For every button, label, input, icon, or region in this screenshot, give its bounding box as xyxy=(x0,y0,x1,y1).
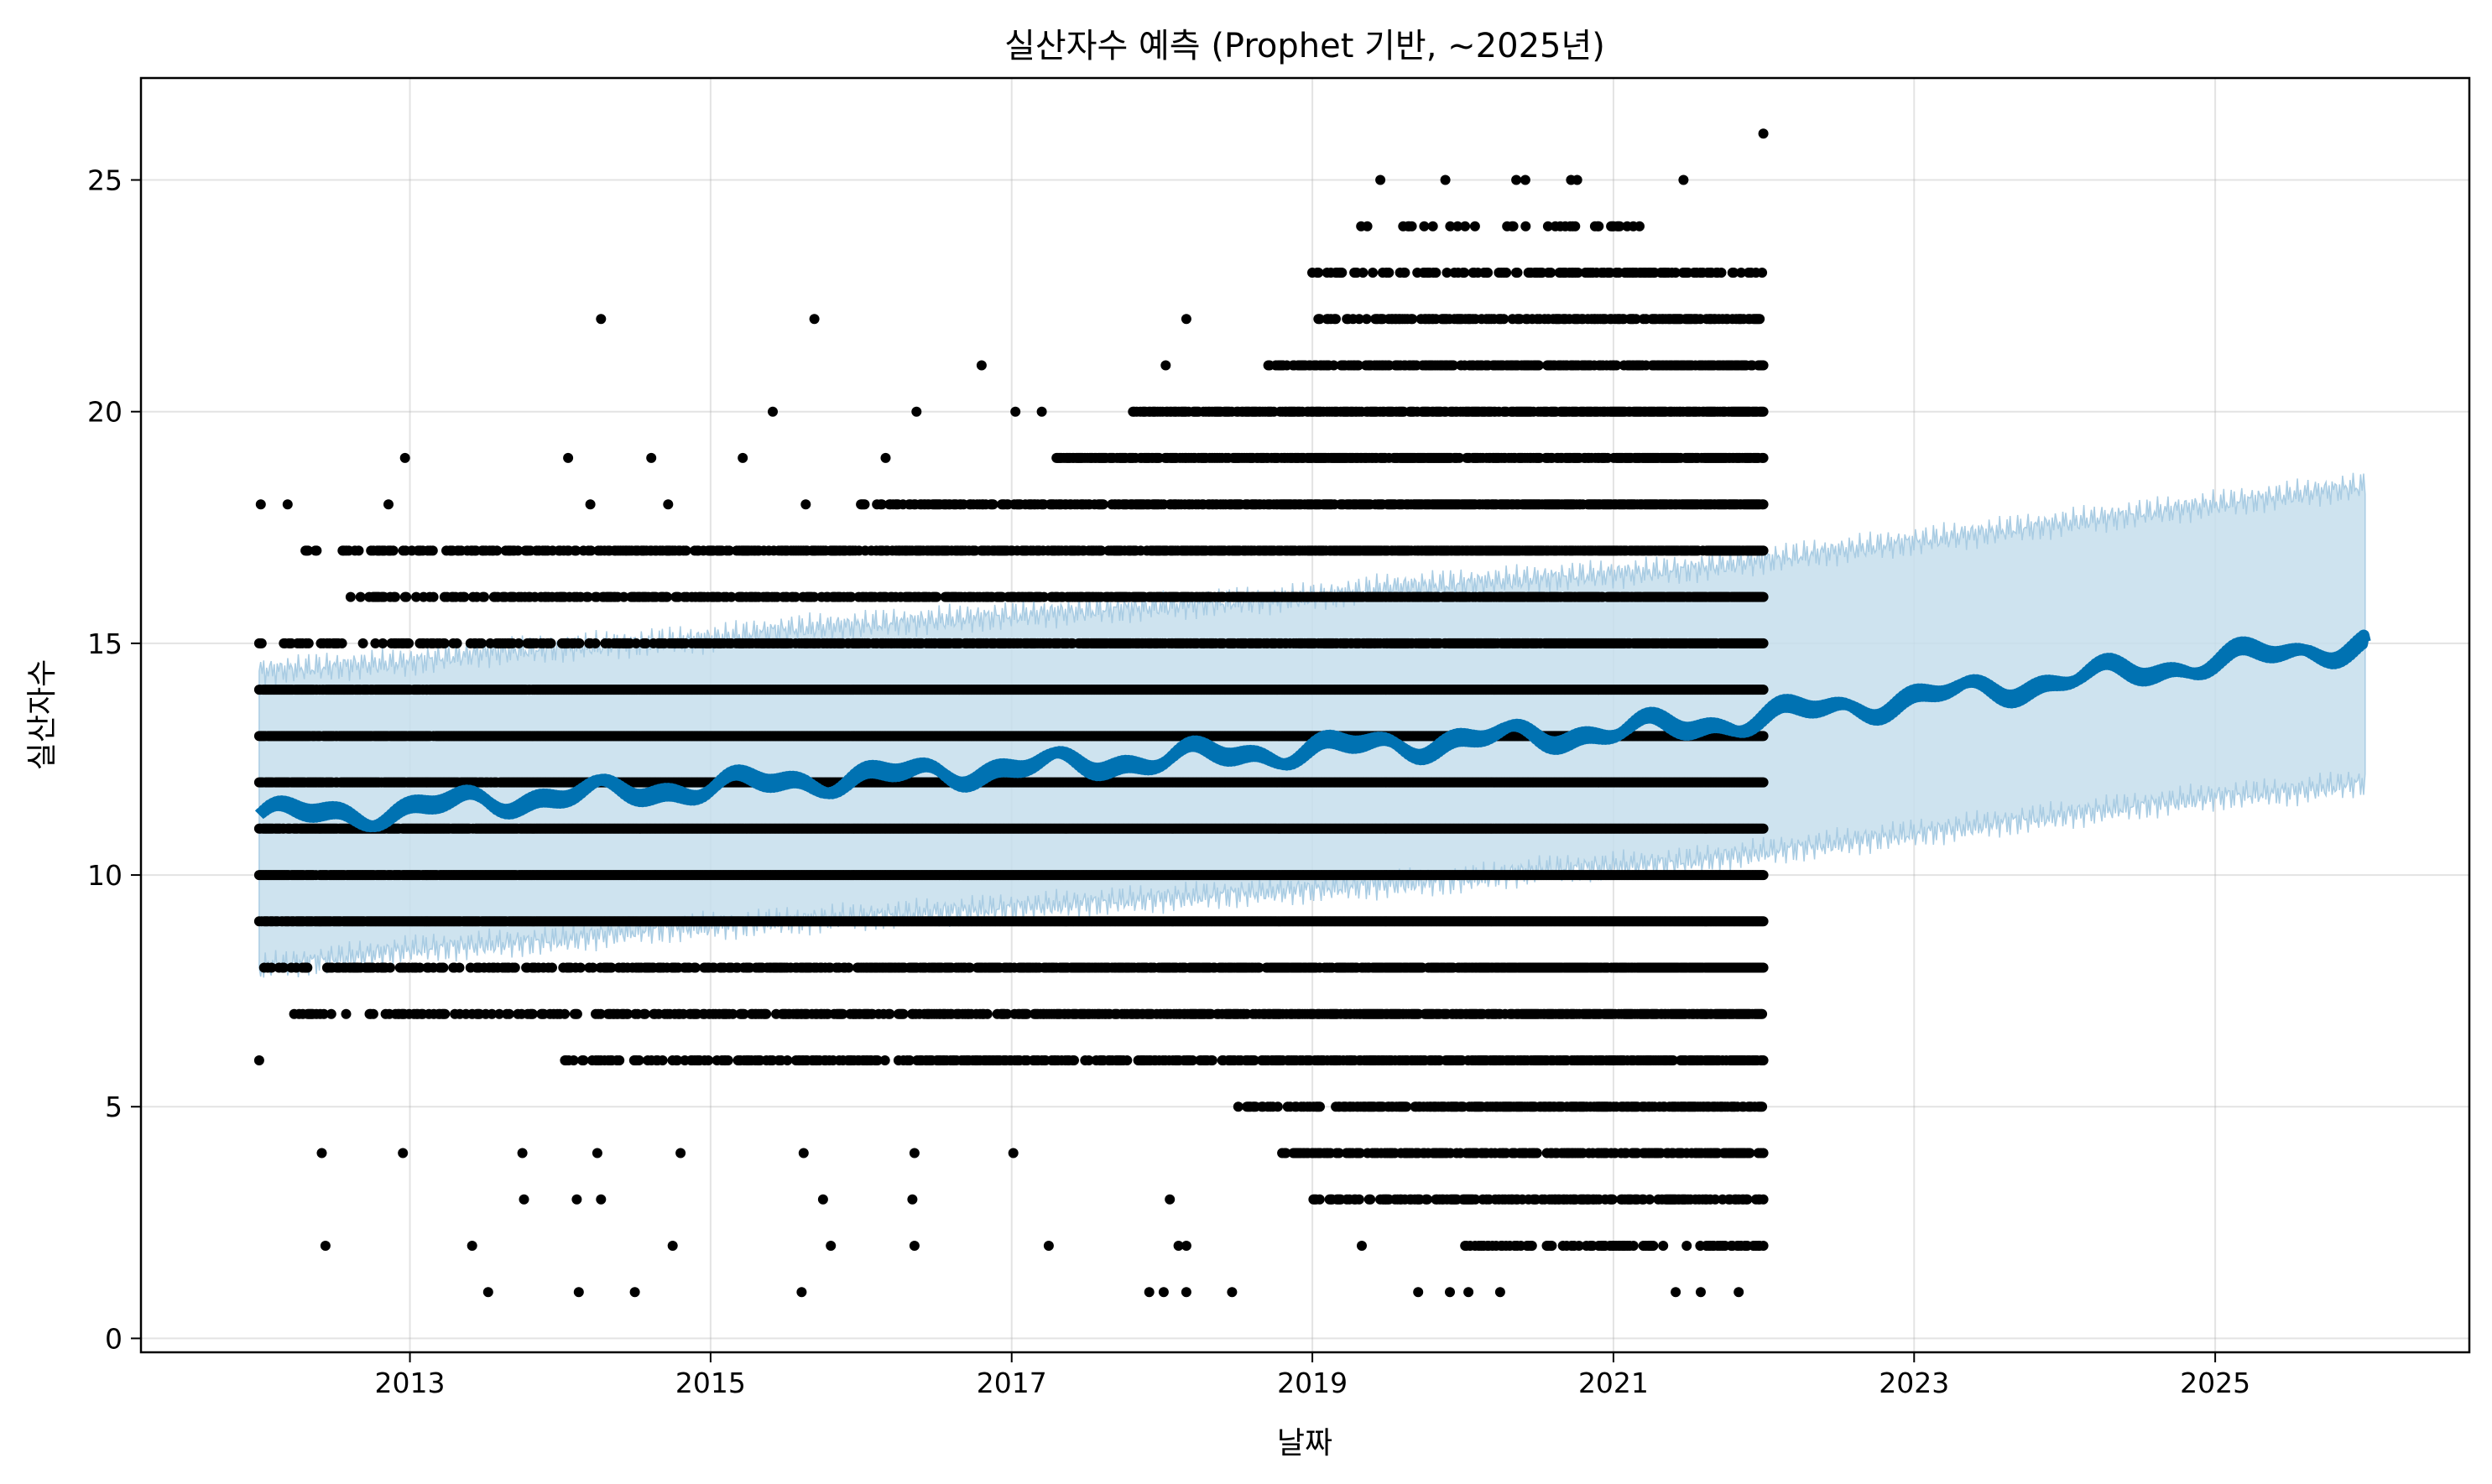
observed-point xyxy=(1069,1055,1079,1065)
observed-point xyxy=(1401,1101,1412,1112)
observed-point xyxy=(884,1008,895,1019)
observed-point xyxy=(1681,1241,1692,1251)
observed-point xyxy=(1758,962,1769,973)
observed-point xyxy=(1249,1055,1259,1065)
observed-point xyxy=(1187,1055,1198,1065)
observed-point xyxy=(1353,1194,1364,1205)
observed-point xyxy=(898,1008,909,1019)
observed-point xyxy=(578,1055,589,1065)
observed-point xyxy=(503,1008,514,1019)
observed-point xyxy=(657,1055,668,1065)
observed-point xyxy=(1757,1008,1768,1019)
observed-point xyxy=(440,1008,451,1019)
observed-point xyxy=(326,1008,336,1019)
observed-point xyxy=(672,1055,683,1065)
observed-point xyxy=(1207,1055,1217,1065)
observed-points xyxy=(253,128,1769,1298)
observed-point xyxy=(1758,1055,1769,1065)
observed-point xyxy=(1233,1101,1243,1112)
observed-point xyxy=(982,1008,993,1019)
observed-point xyxy=(1355,1148,1365,1159)
observed-point xyxy=(633,1055,644,1065)
observed-point xyxy=(575,962,586,973)
observed-point xyxy=(454,962,465,973)
observed-point xyxy=(761,1008,772,1019)
observed-point xyxy=(385,962,395,973)
observed-point xyxy=(302,962,313,973)
observed-point xyxy=(1758,916,1769,927)
observed-point xyxy=(547,962,557,973)
observed-point xyxy=(1531,1148,1542,1159)
observed-point xyxy=(614,1055,625,1065)
observed-point xyxy=(571,1008,582,1019)
observed-point xyxy=(1280,1148,1291,1159)
observed-point xyxy=(1422,1194,1432,1205)
observed-point xyxy=(1758,1148,1769,1159)
observed-point xyxy=(1315,1101,1325,1112)
observed-point xyxy=(1333,1148,1344,1159)
observed-point xyxy=(1758,1241,1769,1251)
observed-point xyxy=(879,1055,890,1065)
observed-point xyxy=(560,1008,571,1019)
observed-point xyxy=(438,962,449,973)
observed-point xyxy=(1710,1194,1721,1205)
observed-point xyxy=(690,962,701,973)
observed-point xyxy=(703,1055,714,1065)
observed-point xyxy=(1083,1055,1094,1065)
observed-point xyxy=(341,1008,352,1019)
observed-point xyxy=(1628,1241,1639,1251)
observed-point xyxy=(527,1008,538,1019)
observed-point xyxy=(1272,1101,1283,1112)
observed-point xyxy=(872,1055,883,1065)
observed-point xyxy=(1607,1194,1618,1205)
observed-point xyxy=(1758,870,1769,881)
observed-point xyxy=(1658,1241,1669,1251)
observed-point xyxy=(1314,1194,1325,1205)
observed-point xyxy=(1546,1241,1557,1251)
observed-point xyxy=(1122,1055,1133,1065)
observed-point xyxy=(1645,1194,1655,1205)
observed-point xyxy=(1648,1241,1659,1251)
observed-point xyxy=(1744,1148,1755,1159)
observed-point xyxy=(843,962,854,973)
observed-point xyxy=(1573,1241,1584,1251)
observed-point xyxy=(368,1008,378,1019)
observed-point xyxy=(568,1055,579,1065)
observed-point xyxy=(722,1055,733,1065)
observed-point xyxy=(1742,1194,1753,1205)
observed-point xyxy=(782,1055,793,1065)
observed-point xyxy=(509,962,520,973)
observed-point xyxy=(1757,1101,1768,1112)
observed-point xyxy=(905,1055,915,1065)
observed-point xyxy=(1470,1194,1481,1205)
observed-point xyxy=(1365,1194,1376,1205)
observed-point xyxy=(1526,1241,1537,1251)
observed-point xyxy=(1758,1194,1769,1205)
observed-point xyxy=(639,1008,650,1019)
